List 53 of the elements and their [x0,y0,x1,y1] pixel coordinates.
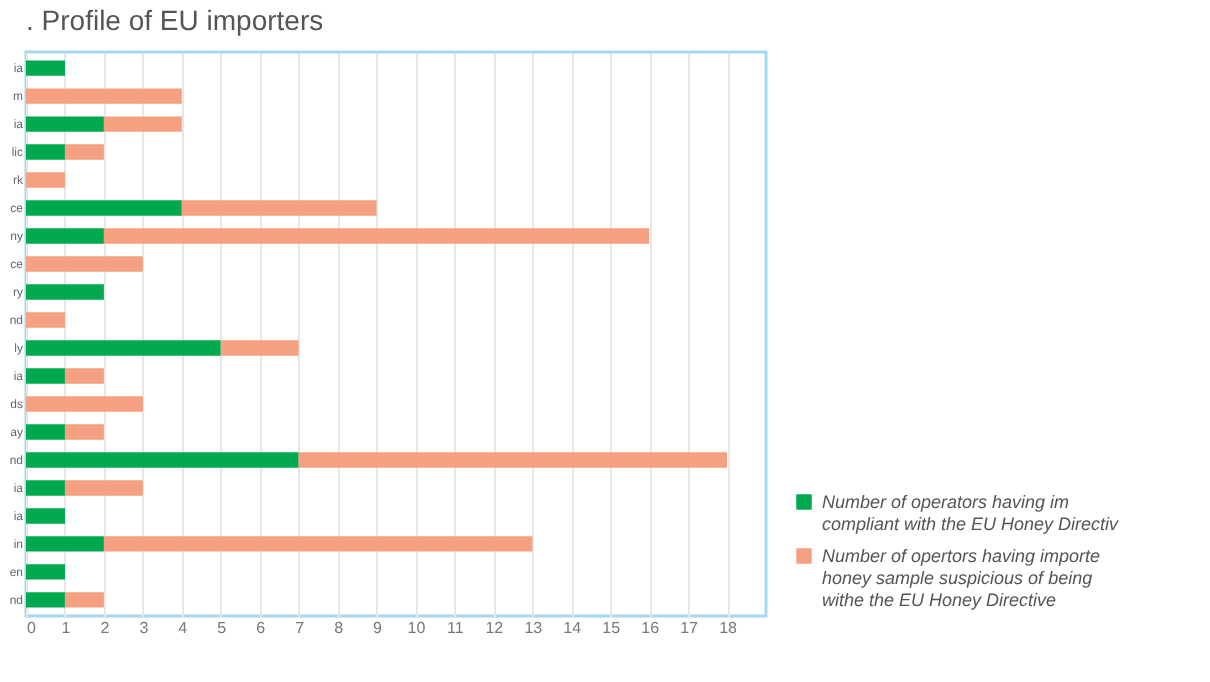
bar [181,200,377,216]
bar [26,564,65,580]
x-tick-label: 17 [680,619,700,637]
bar [26,340,221,356]
bar [26,88,182,104]
chart-title: . Profile of EU importers [26,4,324,36]
bar [26,592,65,608]
bar [26,228,104,244]
bar [26,200,182,216]
x-tick-label: 12 [485,619,505,637]
bar [26,312,65,328]
bar [26,452,299,468]
bar [26,116,104,132]
x-tick-label: 16 [641,619,661,637]
x-tick-label: 14 [563,619,583,637]
x-tick-label: 13 [524,619,544,637]
bar [64,592,104,608]
bar [103,228,650,244]
bar [26,60,65,76]
x-tick-label: 1 [61,619,72,637]
bar [26,480,65,496]
bar [64,424,104,440]
bar [26,368,65,384]
bar [103,536,533,552]
x-tick-label: 15 [602,619,622,637]
bar [26,144,65,160]
bar [26,396,143,412]
bar [64,480,143,496]
x-tick-label: 0 [27,619,37,637]
bar [220,340,299,356]
bar [26,536,104,552]
bar [298,452,728,468]
x-tick-label: 9 [373,619,384,637]
x-tick-label: 8 [334,619,345,637]
x-tick-label: 2 [100,619,111,637]
bar [26,256,143,272]
legend-label: Number of operators having im compliant with the EU Honey Directiv [822,492,1120,534]
bar [26,508,65,524]
x-tick-label: 4 [178,619,189,637]
bar [26,284,104,300]
x-tick-label: 18 [719,619,739,637]
bar [64,368,104,384]
legend-label: Number of opertors having importe honey sample suspicious of being withe the EU Honey Directive [822,546,1101,610]
bar [64,144,104,160]
bar [26,424,65,440]
x-tick-label: 5 [217,619,228,637]
x-tick-label: 11 [447,619,465,637]
bar [26,172,65,188]
x-tick-label: 7 [295,619,306,637]
x-tick-label: 3 [139,619,150,637]
x-tick-label: 10 [407,619,427,637]
bar [103,116,182,132]
x-tick-label: 6 [256,619,267,637]
